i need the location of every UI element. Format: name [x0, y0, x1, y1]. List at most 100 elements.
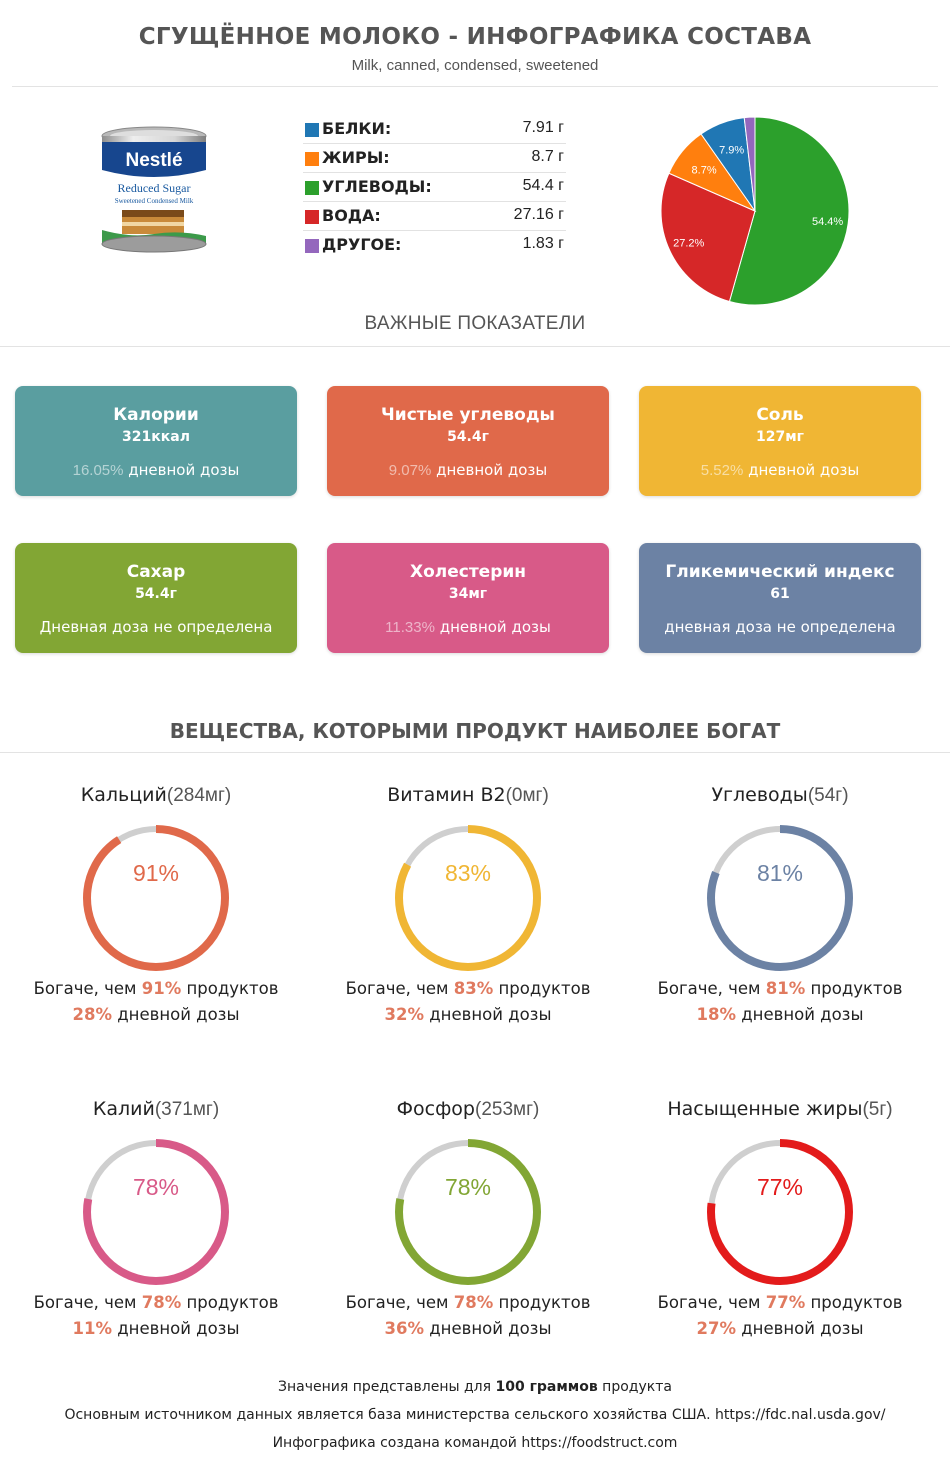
ring-percent-label: 91% — [132, 860, 180, 886]
ring-progress-arc — [395, 825, 541, 971]
macro-value: 27.16 г — [513, 206, 564, 223]
can-label-line1: Reduced Sugar — [118, 181, 191, 195]
nutrient-title: Кальций(284мг) — [6, 784, 306, 807]
phrase: дневной дозы — [736, 1005, 864, 1024]
macro-table: БЕЛКИ: 7.91 г ЖИРЫ: 8.7 г УГЛЕВОДЫ: 54.4… — [303, 115, 566, 259]
phrase: дневной дозы — [424, 1319, 552, 1338]
card-note: дневная доза не определена — [639, 618, 921, 636]
card-percent: 11.33% — [385, 619, 435, 636]
card-value: 127мг — [756, 429, 804, 445]
ring-progress-arc — [707, 1139, 853, 1285]
ring-percent-label: 83% — [444, 860, 492, 886]
card-title: Чистые углеводы — [381, 405, 555, 425]
phrase: продуктов — [493, 1293, 591, 1312]
legend-swatch — [305, 210, 319, 224]
card-title: Холестерин — [409, 562, 527, 582]
card-title: Гликемический индекс — [665, 562, 895, 582]
card-percent: 5.52% — [700, 462, 744, 479]
phrase: Богаче, чем — [657, 979, 766, 998]
card-note-text: дневной дозы — [123, 461, 240, 479]
phrase: дневной дозы — [112, 1005, 240, 1024]
daily-value-text: 11% дневной дозы — [6, 1319, 306, 1338]
daily-percent: 32% — [384, 1005, 425, 1024]
indicator-card: Калории 321ккал 16.05% дневной дозы — [15, 386, 297, 496]
nutrient-amount: (253мг) — [475, 1099, 540, 1120]
macro-value: 7.91 г — [522, 119, 564, 136]
legend-swatch — [305, 181, 319, 195]
nutrient-title: Насыщенные жиры(5г) — [630, 1098, 930, 1121]
nutrient-amount: (0мг) — [505, 785, 549, 806]
nutrient-block: Фосфор(253мг) 78% Богаче, чем 78% продукто… — [318, 1098, 618, 1348]
macro-value: 1.83 г — [522, 235, 564, 252]
ring-percent-label: 78% — [444, 1174, 492, 1200]
phrase: продуктов — [181, 1293, 279, 1312]
richer-percent: 78% — [453, 1293, 494, 1312]
nutrient-name: Витамин B2 — [387, 784, 506, 806]
legend-swatch — [305, 123, 319, 137]
ring-percent-label: 78% — [132, 1174, 180, 1200]
nutrient-block: Витамин B2(0мг) 83% Богаче, чем 83% продук… — [318, 784, 618, 1034]
card-note: 16.05% дневной дозы — [15, 461, 297, 479]
pie-slice-label: 8.7% — [692, 164, 717, 176]
composition-pie-chart: 54.4% 27.2% 8.7%7.9% — [660, 116, 850, 306]
phrase: Богаче, чем — [345, 979, 454, 998]
daily-percent: 36% — [384, 1319, 425, 1338]
pie-slice — [743, 116, 756, 212]
card-value: 54.4г — [135, 586, 177, 602]
nutrient-title: Витамин B2(0мг) — [318, 784, 618, 807]
footer-credit: Инфографика создана командой https://foo… — [272, 1435, 678, 1451]
footer-amount: 100 граммов — [495, 1379, 598, 1395]
daily-percent: 27% — [696, 1319, 737, 1338]
nutrient-title: Углеводы(54г) — [630, 784, 930, 807]
phrase: продуктов — [805, 979, 903, 998]
card-value: 54.4г — [447, 429, 489, 445]
card-note-text: дневной дозы — [743, 461, 860, 479]
footer-text: Значения представлены для — [278, 1379, 496, 1395]
legend-swatch — [305, 239, 319, 253]
condensed-milk-can-image: Nestlé Reduced Sugar Sweetened Condensed… — [101, 126, 207, 253]
macro-name: УГЛЕВОДЫ: — [322, 177, 432, 196]
card-note: Дневная доза не определена — [15, 618, 297, 636]
ring-progress-arc — [707, 825, 853, 971]
richer-percent: 83% — [453, 979, 494, 998]
nutrient-name: Кальций — [80, 784, 167, 806]
phrase: дневной дозы — [424, 1005, 552, 1024]
section-title-rich-in: ВЕЩЕСТВА, КОТОРЫМИ ПРОДУКТ НАИБОЛЕЕ БОГА… — [169, 719, 781, 743]
legend-swatch — [305, 152, 319, 166]
card-note-text: дневной дозы — [431, 461, 548, 479]
card-note-text: дневной дозы — [434, 618, 551, 636]
pie-slice-label: 27.2% — [673, 237, 704, 249]
macro-name: ЖИРЫ: — [322, 148, 390, 167]
card-title: Соль — [756, 405, 804, 425]
card-note: 5.52% дневной дозы — [639, 461, 921, 479]
macro-name: БЕЛКИ: — [322, 119, 392, 138]
macro-row-fat: ЖИРЫ: 8.7 г — [303, 144, 566, 173]
phrase: продуктов — [805, 1293, 903, 1312]
macro-value: 54.4 г — [522, 177, 564, 194]
richer-than-text: Богаче, чем 91% продуктов — [0, 979, 316, 998]
phrase: дневной дозы — [736, 1319, 864, 1338]
section-divider — [0, 346, 950, 347]
header-divider — [12, 86, 938, 87]
card-note: 11.33% дневной дозы — [327, 618, 609, 636]
ring-progress-arc — [395, 1139, 541, 1285]
richer-than-text: Богаче, чем 78% продуктов — [308, 1293, 628, 1312]
section-title-key-indicators: ВАЖНЫЕ ПОКАЗАТЕЛИ — [364, 313, 586, 334]
indicator-card: Гликемический индекс 61 дневная доза не оп… — [639, 543, 921, 653]
percentile-ring — [395, 825, 541, 971]
ring-percent-label: 81% — [756, 860, 804, 886]
card-value: 61 — [770, 586, 790, 602]
card-title: Сахар — [126, 562, 186, 582]
card-percent: 16.05% — [72, 462, 124, 479]
pie-slice — [660, 172, 756, 303]
nutrient-block: Калий(371мг) 78% Богаче, чем 78% продуктов… — [6, 1098, 306, 1348]
card-note: 9.07% дневной дозы — [327, 461, 609, 479]
ring-percent-label: 77% — [756, 1174, 804, 1200]
percentile-ring — [83, 1139, 229, 1285]
pie-slice — [728, 116, 850, 306]
daily-percent: 18% — [696, 1005, 737, 1024]
nutrient-block: Углеводы(54г) 81% Богаче, чем 81% продукто… — [630, 784, 930, 1034]
page-title: СГУЩЁННОЕ МОЛОКО - ИНФОГРАФИКА СОСТАВА — [138, 24, 812, 50]
indicator-card: Холестерин 34мг 11.33% дневной дозы — [327, 543, 609, 653]
ring-progress-arc — [83, 825, 229, 971]
